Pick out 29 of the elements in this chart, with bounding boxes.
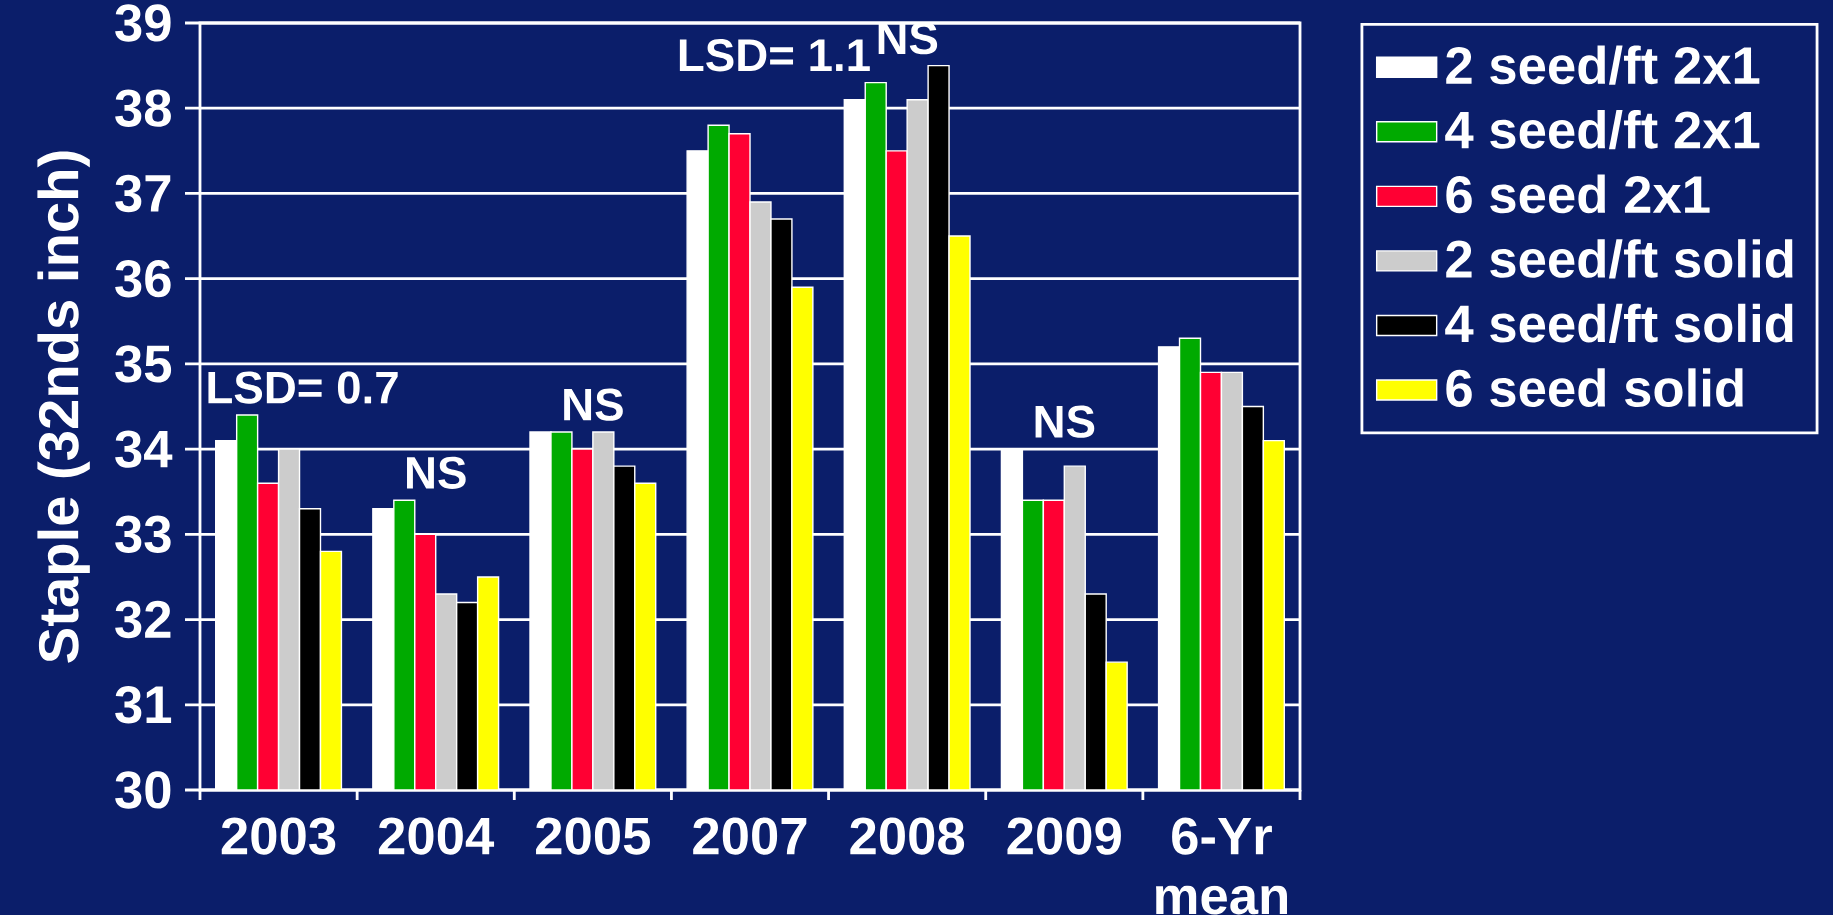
legend-label: 2 seed/ft solid bbox=[1446, 239, 1793, 279]
legend-label: 4 seed/ft 2x1 bbox=[1445, 110, 1760, 150]
y-tick-label: 30 bbox=[115, 771, 171, 809]
y-tick-label: 34 bbox=[115, 430, 173, 468]
y-axis-title: Staple (32nds inch) bbox=[37, 151, 90, 663]
y-tick-label: 33 bbox=[115, 515, 171, 554]
y-tick-label: 31 bbox=[115, 686, 172, 724]
x-tick-label: 6-Yr mean bbox=[1156, 817, 1288, 915]
annotation: NS bbox=[407, 456, 466, 489]
legend-label: 2 seed/ft 2x1 bbox=[1446, 45, 1760, 85]
annotation: LSD= 1.1 bbox=[679, 39, 870, 72]
x-tick-label: 2009 bbox=[1007, 817, 1121, 855]
x-tick-label: 2008 bbox=[850, 817, 965, 855]
x-tick-label: 2004 bbox=[378, 817, 495, 855]
y-tick-label: 37 bbox=[115, 174, 171, 213]
legend-label: 6 seed solid bbox=[1446, 368, 1743, 407]
y-tick-label: 39 bbox=[115, 4, 171, 42]
annotation: NS bbox=[1035, 405, 1095, 438]
x-tick-label: 2003 bbox=[221, 817, 336, 855]
annotation: LSD= 0.7 bbox=[208, 371, 398, 404]
legend-label: 4 seed/ft solid bbox=[1445, 303, 1793, 343]
x-tick-label: 2005 bbox=[536, 817, 650, 855]
y-tick-label: 35 bbox=[115, 345, 172, 383]
x-tick-label: 2007 bbox=[693, 817, 807, 855]
y-tick-label: 36 bbox=[115, 259, 171, 298]
y-tick-label: 38 bbox=[115, 89, 171, 127]
legend-label: 6 seed 2x1 bbox=[1446, 174, 1710, 214]
y-tick-label: 32 bbox=[115, 600, 171, 639]
annotation: NS bbox=[564, 388, 623, 421]
